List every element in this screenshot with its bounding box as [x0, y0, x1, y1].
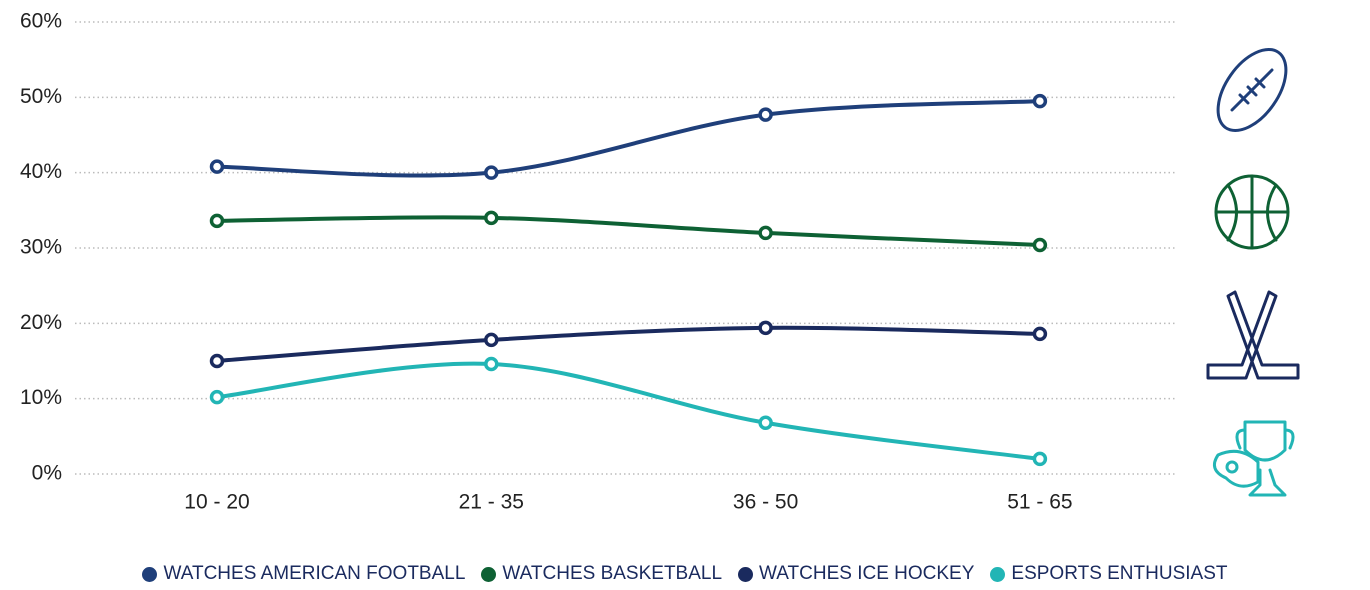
data-point [1032, 451, 1048, 467]
x-tick-label: 36 - 50 [733, 491, 798, 514]
y-tick-label: 10% [20, 386, 62, 409]
x-tick-label: 21 - 35 [459, 491, 524, 514]
data-point [1032, 237, 1048, 253]
data-point [1032, 93, 1048, 109]
legend-item: ESPORTS ENTHUSIAST [990, 563, 1228, 585]
legend-swatch [738, 566, 754, 582]
legend-swatch [481, 566, 497, 582]
legend-item: WATCHES AMERICAN FOOTBALL [142, 563, 465, 585]
data-point [758, 415, 773, 431]
data-point [484, 210, 499, 226]
series-line [216, 361, 1041, 461]
series-line [216, 99, 1040, 178]
data-point [1032, 326, 1048, 342]
data-point [209, 159, 225, 174]
football-icon [1216, 47, 1288, 133]
basketball-icon [1214, 174, 1290, 250]
y-tick-label: 50% [20, 85, 62, 108]
legend-label: WATCHES ICE HOCKEY [759, 563, 975, 584]
series-line [216, 325, 1040, 363]
y-tick-label: 0% [32, 462, 62, 485]
series-line [216, 215, 1040, 247]
y-tick-label: 60% [20, 10, 62, 33]
data-point [484, 165, 499, 180]
x-tick-label: 10 - 20 [184, 491, 249, 514]
legend-label: WATCHES BASKETBALL [502, 563, 723, 584]
legend-item: WATCHES BASKETBALL [481, 563, 722, 585]
x-tick-label: 51 - 65 [1007, 491, 1072, 514]
data-point [209, 353, 225, 369]
y-tick-label: 20% [20, 311, 62, 334]
data-point [209, 213, 225, 229]
data-point [484, 356, 499, 372]
esports-icon [1212, 420, 1295, 497]
y-tick-label: 40% [20, 160, 62, 183]
chart: 0% 10% 20% 30% 40% 50% 60% 10 - 20 21 - 35 36 - 5… [20, 10, 1300, 514]
y-tick-label: 30% [20, 236, 62, 259]
data-point [758, 107, 773, 122]
legend-swatch [142, 566, 158, 582]
data-point [758, 320, 773, 336]
legend-item: WATCHES ICE HOCKEY [738, 563, 974, 585]
legend-label: WATCHES AMERICAN FOOTBALL [163, 563, 466, 584]
data-point [484, 332, 499, 348]
legend: WATCHES AMERICAN FOOTBALL WATCHES BASKETB… [0, 563, 1370, 585]
legend-swatch [990, 566, 1006, 582]
data-point [209, 389, 225, 405]
hockey-icon [1206, 290, 1300, 380]
data-point [758, 225, 773, 241]
legend-label: ESPORTS ENTHUSIAST [1011, 563, 1228, 584]
